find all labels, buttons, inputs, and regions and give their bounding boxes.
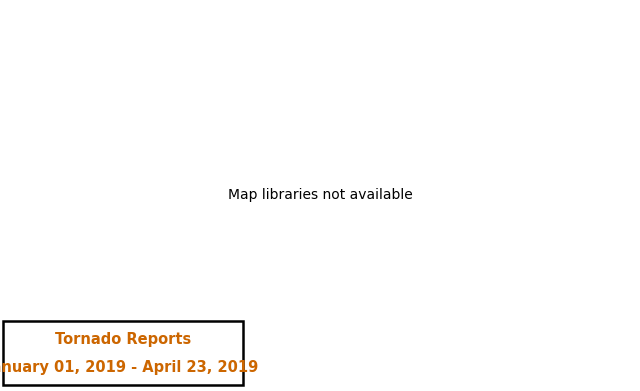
Text: January 01, 2019 - April 23, 2019: January 01, 2019 - April 23, 2019 xyxy=(0,360,259,375)
Text: Map libraries not available: Map libraries not available xyxy=(228,188,412,203)
Text: Tornado Reports: Tornado Reports xyxy=(55,332,191,348)
